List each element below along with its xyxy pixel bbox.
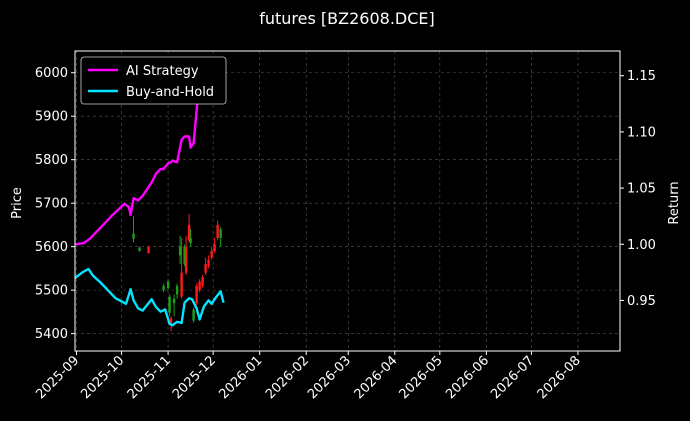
- legend: AI Strategy Buy-and-Hold: [80, 56, 227, 105]
- candle-body: [216, 224, 219, 238]
- y-left-tick-label: 6000: [35, 66, 68, 81]
- y-axis-right-label: Return: [667, 181, 682, 224]
- y-right-tick-label: 1.10: [627, 125, 656, 140]
- candle-body: [187, 224, 191, 241]
- candle-body: [201, 277, 204, 286]
- y-left-tick-label: 5500: [35, 284, 68, 299]
- candle-body: [138, 247, 141, 251]
- candle-body: [207, 259, 210, 267]
- candle-body: [132, 233, 135, 239]
- y-left-tick-label: 5400: [35, 327, 68, 342]
- y-axis-left-label: Price: [10, 187, 25, 219]
- candle-body: [169, 318, 173, 325]
- candle-body: [162, 285, 165, 291]
- candle-body: [180, 272, 183, 297]
- candle-body: [219, 229, 222, 238]
- y-axis-left: 5400 5500 5600 5700 5800 5900 6000: [35, 66, 75, 342]
- y-left-tick-label: 5600: [35, 240, 68, 255]
- candle-body: [184, 246, 188, 273]
- series-line-buy-and-hold: [74, 267, 225, 327]
- legend-label-buy-and-hold: Buy-and-Hold: [126, 85, 214, 100]
- candle-body: [183, 246, 186, 265]
- candle-body: [198, 281, 201, 291]
- legend-label-ai-strategy: AI Strategy: [126, 64, 199, 79]
- y-right-tick-label: 0.95: [627, 294, 656, 309]
- candle-body: [178, 246, 182, 256]
- chart-title: futures [BZ2608.DCE]: [259, 9, 435, 28]
- y-axis-right: 0.95 1.00 1.05 1.10 1.15: [620, 69, 656, 309]
- candle-body: [204, 264, 207, 273]
- y-right-tick-label: 1.00: [627, 238, 656, 253]
- candles: [132, 214, 222, 332]
- y-left-tick-label: 5700: [35, 197, 68, 212]
- candle-body: [172, 298, 176, 304]
- y-right-tick-label: 1.05: [627, 182, 656, 197]
- candle-body: [195, 285, 198, 304]
- y-left-tick-label: 5900: [35, 110, 68, 125]
- candle-body: [168, 296, 171, 313]
- candle-body: [189, 237, 192, 244]
- candle-body: [192, 309, 195, 321]
- candle-body: [210, 251, 213, 258]
- y-right-tick-label: 1.15: [627, 69, 656, 84]
- candle-body: [175, 285, 179, 295]
- candle-body: [213, 244, 216, 251]
- y-left-tick-label: 5800: [35, 153, 68, 168]
- candle-body: [147, 246, 150, 254]
- plot-frame: [74, 50, 621, 352]
- candle-body: [166, 281, 170, 288]
